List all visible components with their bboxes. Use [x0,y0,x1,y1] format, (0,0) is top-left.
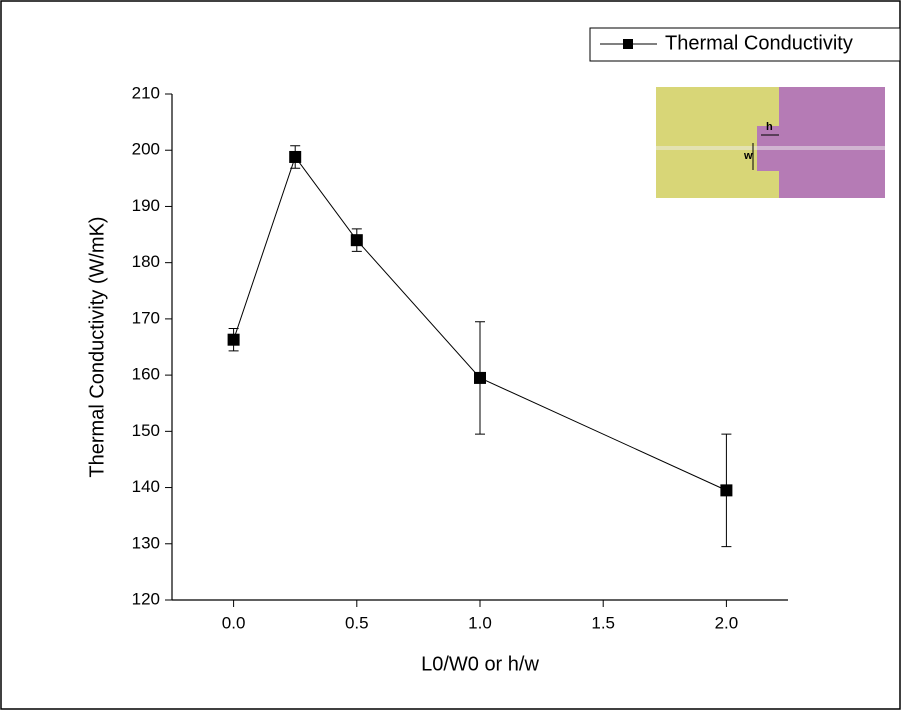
inset-stripe [656,146,885,150]
x-tick-label: 2.0 [715,613,739,632]
y-tick-label: 160 [132,365,160,384]
y-tick-label: 200 [132,140,160,159]
y-tick-label: 190 [132,196,160,215]
point [474,371,486,384]
y-axis-label: Thermal Conductivity (W/mK) [86,216,108,477]
y-tick-label: 180 [132,252,160,271]
x-tick-label: 0.5 [345,613,369,632]
y-tick-label: 150 [132,421,160,440]
legend-label: Thermal Conductivity [665,32,853,54]
y-tick-label: 130 [132,533,160,552]
y-tick-label: 140 [132,477,160,496]
y-tick-label: 120 [132,589,160,608]
point [720,484,733,497]
point [227,333,240,346]
legend-marker [623,39,633,49]
point [350,234,363,247]
x-tick-label: 1.5 [591,613,615,632]
inset-purple [757,87,885,198]
x-tick-label: 1.0 [468,613,492,632]
x-tick-label: 0.0 [222,613,246,632]
inset-label: h [766,121,773,133]
y-tick-label: 210 [132,83,160,102]
y-tick-label: 170 [132,308,160,327]
inset-label: w [743,150,753,162]
point [289,150,302,163]
x-axis-label: L0/W0 or h/w [421,653,539,675]
legend: Thermal Conductivity [589,27,901,62]
inset: w h [656,87,885,198]
